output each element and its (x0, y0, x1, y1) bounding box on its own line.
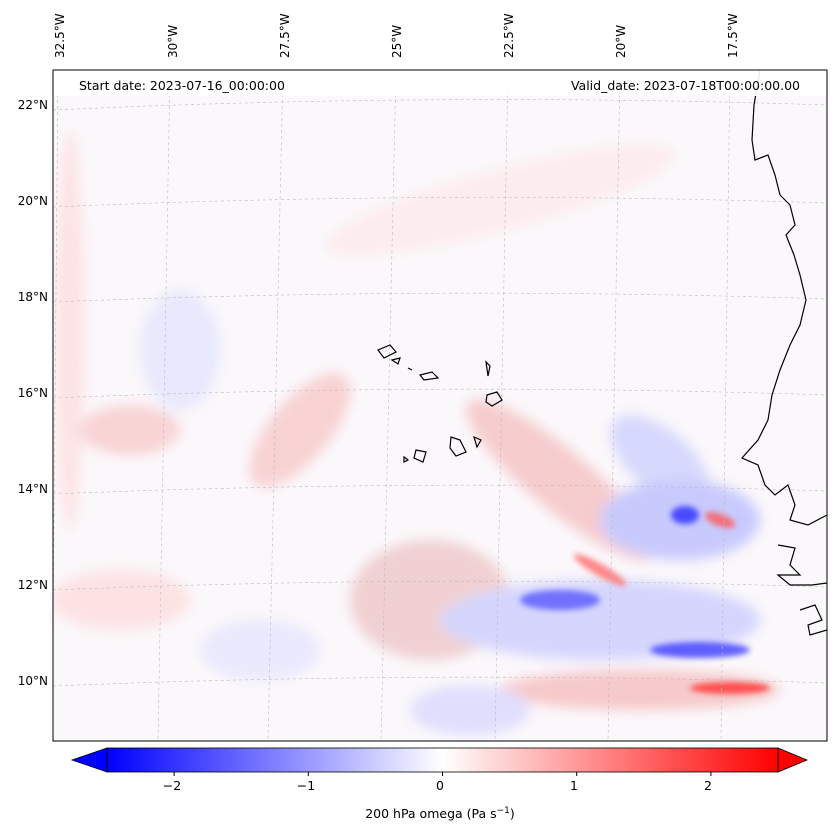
colorbar-label-sup: −1 (496, 806, 510, 816)
lat-label: 20°N (17, 194, 48, 208)
colorbar-label: 200 hPa omega (Pa s−1) (365, 806, 515, 821)
colorbar-extend-low (70, 747, 108, 773)
lon-label: 22.5°W (502, 13, 516, 58)
colorbar-tick-label: −2 (162, 778, 182, 793)
colorbar-tick-label: −1 (296, 778, 316, 793)
colorbar-label-end: ) (509, 806, 515, 822)
lat-label: 12°N (17, 578, 48, 592)
colorbar-extend-high (777, 747, 809, 773)
colorbar-label-main: 200 hPa omega (Pa s (365, 806, 497, 822)
colorbar-ticks (173, 772, 712, 776)
lat-label: 18°N (17, 290, 48, 304)
lon-label: 25°W (390, 24, 404, 58)
omega-field (53, 70, 827, 741)
lat-label: 10°N (17, 674, 48, 688)
coastline (377, 70, 827, 636)
colorbar (70, 747, 809, 776)
colorbar-tick-label: 1 (570, 778, 578, 793)
lon-label: 17.5°W (726, 13, 740, 58)
valid-date-text: Valid_date: 2023-07-18T00:00:00.00 (570, 78, 800, 93)
header-banner (53, 70, 827, 96)
gridlines (53, 70, 827, 741)
colorbar-tick-label: 2 (704, 778, 712, 793)
colorbar-fill (107, 748, 778, 772)
lon-label: 30°W (166, 24, 180, 58)
lat-label: 14°N (17, 482, 48, 496)
lat-label: 16°N (17, 386, 48, 400)
lat-label: 22°N (17, 98, 48, 112)
start-date-text: Start date: 2023-07-16_00:00:00 (79, 78, 285, 93)
lon-label: 20°W (614, 24, 628, 58)
lon-label: 32.5°W (53, 13, 67, 58)
lon-label: 27.5°W (278, 13, 292, 58)
colorbar-tick-label: 0 (436, 778, 444, 793)
map-frame (52, 69, 828, 742)
